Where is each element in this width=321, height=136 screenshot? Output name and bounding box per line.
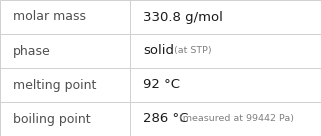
Text: 92 °C: 92 °C [143, 78, 180, 92]
Text: (at STP): (at STP) [174, 47, 212, 55]
Text: molar mass: molar mass [13, 10, 86, 24]
Text: 286 °C: 286 °C [143, 112, 188, 126]
Text: 330.8 g/mol: 330.8 g/mol [143, 10, 223, 24]
Text: boiling point: boiling point [13, 112, 91, 126]
Text: solid: solid [143, 44, 174, 58]
Text: phase: phase [13, 44, 51, 58]
Text: (measured at 99442 Pa): (measured at 99442 Pa) [179, 115, 294, 123]
Text: melting point: melting point [13, 78, 96, 92]
